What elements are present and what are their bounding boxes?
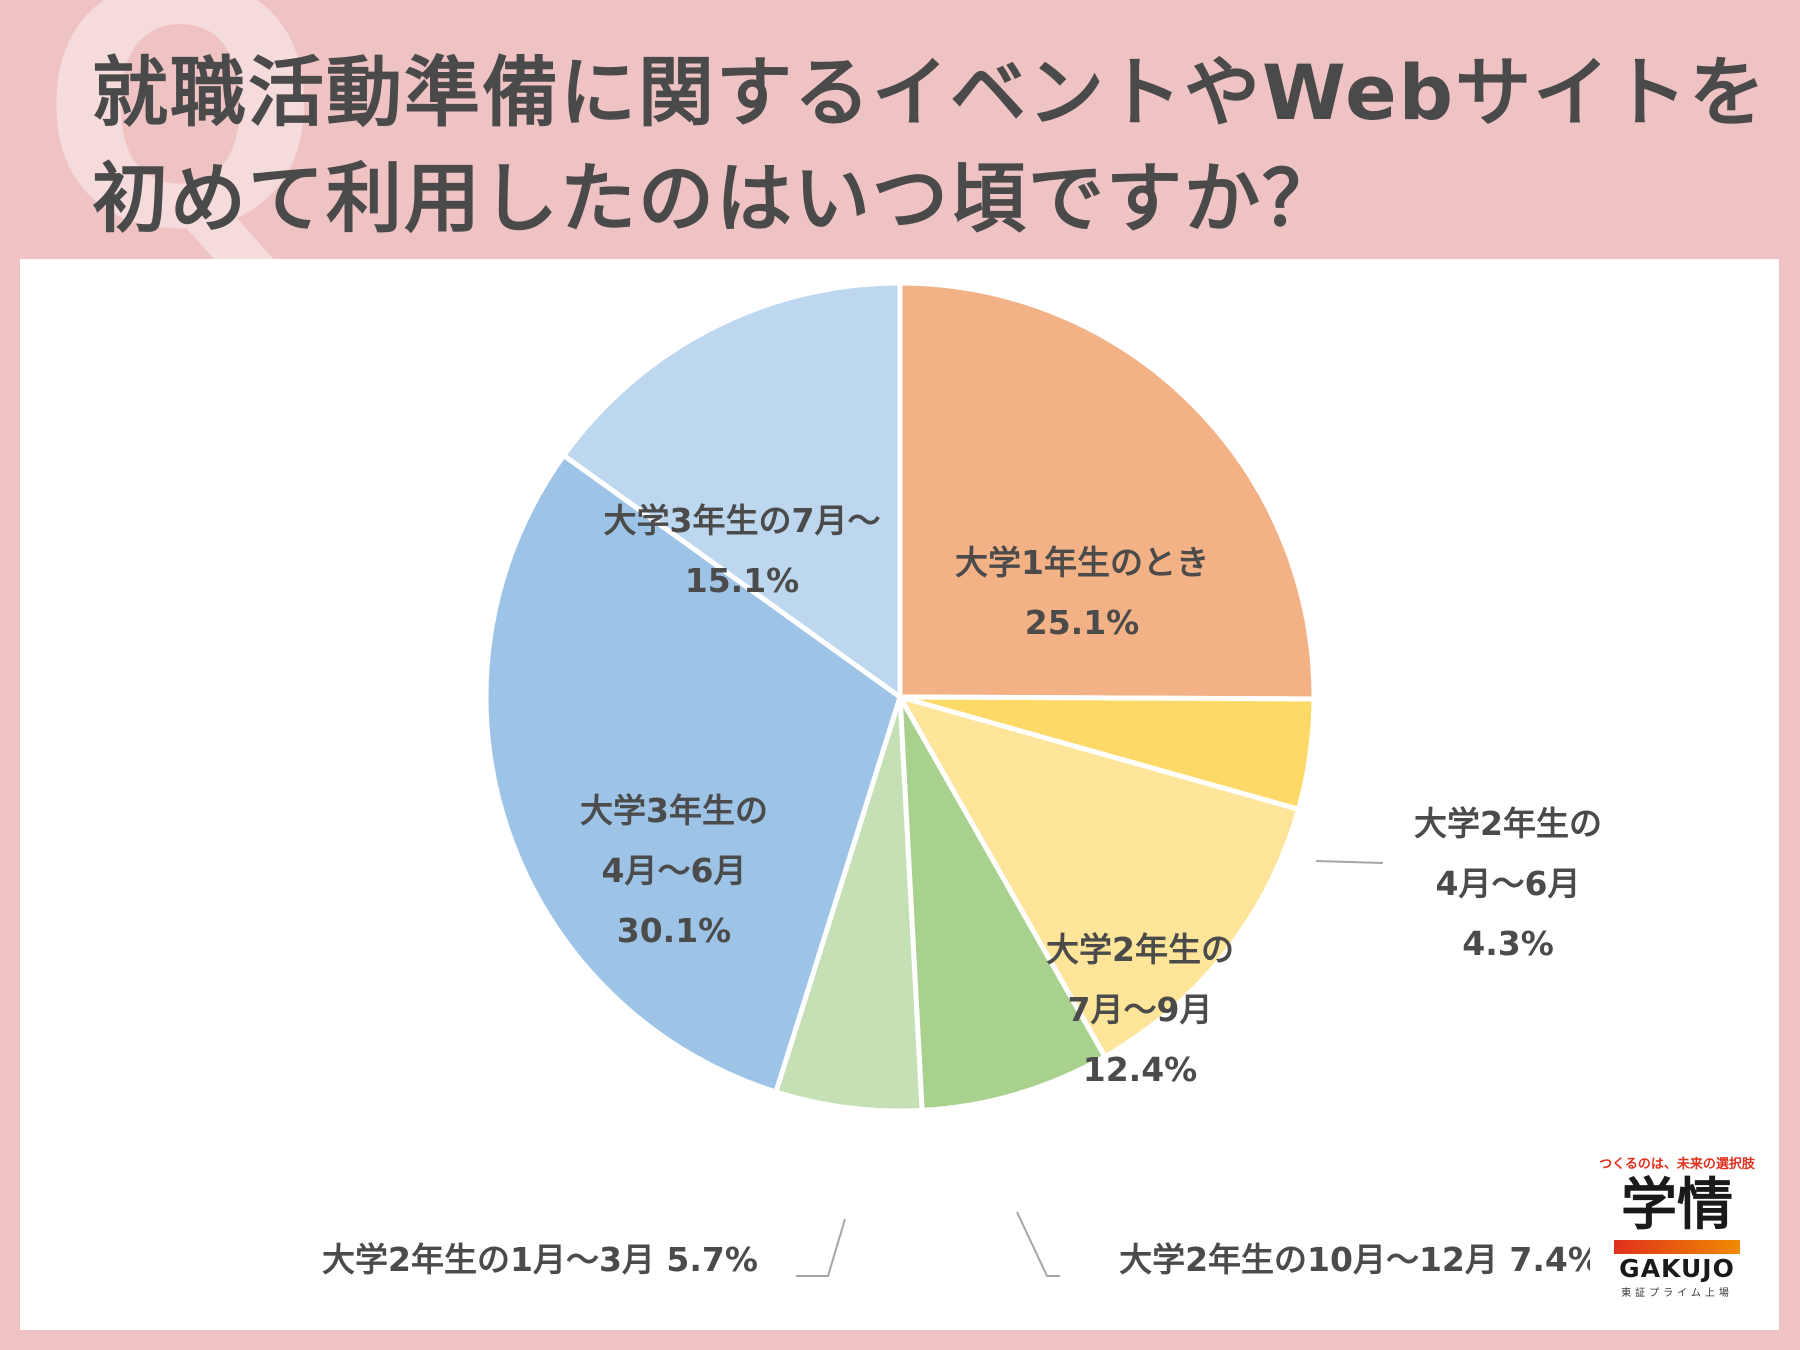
slice-label-3: 大学2年生の 7月〜9月 12.4% <box>1046 930 1234 1089</box>
slice-label-1-line-1: 大学1年生のとき <box>955 543 1209 582</box>
leader-line-5 <box>796 1218 846 1277</box>
slice-labels: 大学1年生のとき 25.1% 大学2年生の 4月〜6月 4.3% 大学2年生の 7月〜9月 1… <box>322 501 1602 1279</box>
slice-label-6-line-1: 大学3年生の <box>580 791 768 830</box>
slice-label-6-line-2: 4月〜6月 <box>602 851 747 890</box>
slice-label-2-line-3: 4.3% <box>1462 924 1554 963</box>
slice-label-3-line-3: 12.4% <box>1083 1050 1198 1089</box>
slice-label-1: 大学1年生のとき 25.1% <box>955 543 1209 642</box>
logo-subtitle: 東証プライム上場 <box>1621 1288 1733 1299</box>
pie-slice-7 <box>561 280 903 700</box>
title-line-2: 初めて利用したのはいつ頃ですか？ <box>92 154 1340 243</box>
title-line-1: 就職活動準備に関するイベントやWebサイトを <box>92 48 1768 137</box>
slice-label-5: 大学2年生の1月〜3月 5.7% <box>322 1240 758 1279</box>
slice-label-6-line-3: 30.1% <box>617 911 732 950</box>
slice-label-5-line-1: 大学2年生の1月〜3月 5.7% <box>322 1240 758 1279</box>
slice-label-3-line-1: 大学2年生の <box>1046 930 1234 969</box>
slice-label-3-line-2: 7月〜9月 <box>1068 990 1213 1029</box>
pie-slice-3 <box>897 694 1301 1060</box>
chart-panel: 大学1年生のとき 25.1% 大学2年生の 4月〜6月 4.3% 大学2年生の 7月〜9月 1… <box>20 259 1779 1330</box>
logo-gradient-bar <box>1614 1240 1740 1254</box>
slice-label-2-line-1: 大学2年生の <box>1414 804 1602 843</box>
logo-kanji: 学情 <box>1621 1173 1733 1238</box>
gakujo-logo: つくるのは、未来の選択肢 学情 GAKUJO 東証プライム上場 <box>1590 1153 1764 1313</box>
pie-slice-4 <box>897 694 1108 1113</box>
pie-slice-6 <box>483 452 903 1095</box>
slice-label-4: 大学2年生の10月〜12月 7.4% <box>1119 1240 1601 1279</box>
pie-chart: 大学1年生のとき 25.1% 大学2年生の 4月〜6月 4.3% 大学2年生の 7月〜9月 1… <box>322 280 1602 1279</box>
pie-slice-1 <box>897 280 1317 702</box>
slice-label-2: 大学2年生の 4月〜6月 4.3% <box>1414 804 1602 963</box>
slice-label-7-line-1: 大学3年生の7月〜 <box>604 501 881 540</box>
slice-label-6: 大学3年生の 4月〜6月 30.1% <box>580 791 768 950</box>
leader-line-2 <box>1315 860 1384 864</box>
slice-label-1-line-2: 25.1% <box>1025 603 1140 642</box>
page-title: 就職活動準備に関するイベントやWebサイトを 初めて利用したのはいつ頃ですか？ <box>92 40 1768 252</box>
pie-slice-5 <box>773 694 925 1114</box>
slice-label-2-line-2: 4月〜6月 <box>1436 864 1581 903</box>
leader-line-4 <box>1016 1211 1060 1277</box>
background-q-glyph: Q <box>40 0 321 302</box>
logo-tagline: つくるのは、未来の選択肢 <box>1599 1157 1755 1172</box>
slice-label-7: 大学3年生の7月〜 15.1% <box>604 501 881 600</box>
leader-lines <box>796 860 1384 1277</box>
logo-wordmark: GAKUJO <box>1619 1254 1735 1283</box>
slice-label-4-line-1: 大学2年生の10月〜12月 7.4% <box>1119 1240 1601 1279</box>
slice-label-7-line-2: 15.1% <box>685 561 800 600</box>
pie-slices <box>483 280 1317 1114</box>
